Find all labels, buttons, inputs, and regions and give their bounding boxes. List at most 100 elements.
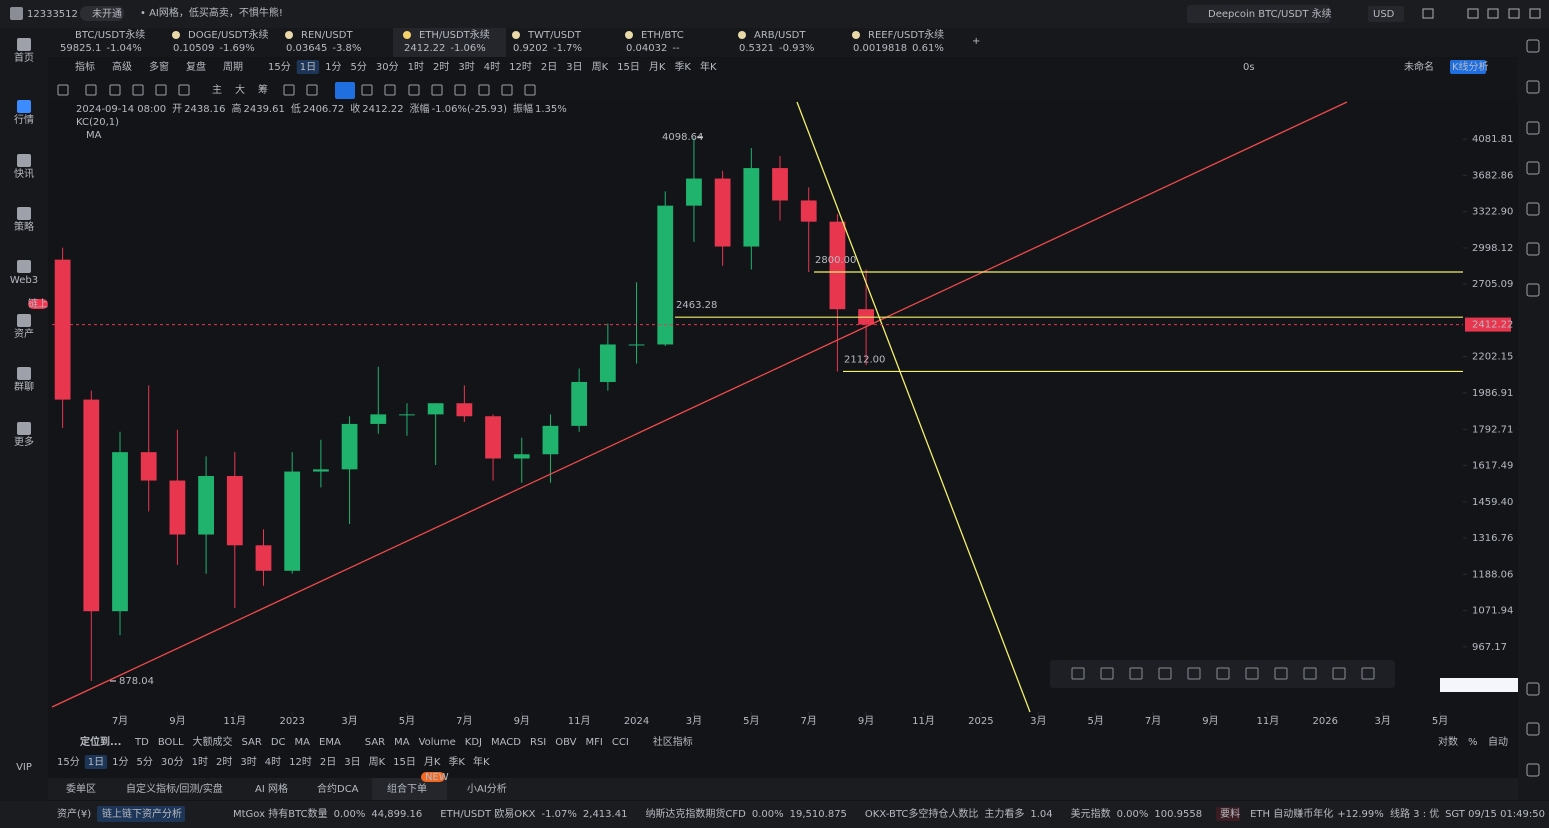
interval-button[interactable]: 月K	[649, 61, 666, 73]
search-box[interactable]	[1187, 5, 1330, 23]
interval-button[interactable]: 12时	[509, 61, 532, 73]
right-sidebar-icon[interactable]	[1526, 283, 1540, 297]
float-tool-icon[interactable]	[1303, 667, 1317, 680]
sub-indicator[interactable]: CCI	[612, 737, 629, 748]
sub-indicator[interactable]: Volume	[419, 737, 456, 748]
sidebar-icon[interactable]	[17, 154, 31, 167]
float-tool-icon[interactable]	[1187, 667, 1201, 680]
bottom-tab[interactable]: 小AI分析	[467, 782, 507, 795]
sidebar-icon[interactable]	[17, 207, 31, 220]
interval-button[interactable]: 15日	[393, 757, 416, 768]
main-indicator[interactable]: DC	[271, 737, 286, 748]
interval-button[interactable]: 1日	[88, 757, 104, 768]
tab-symbol[interactable]: BTC/USDT永续	[75, 28, 145, 41]
interval-button[interactable]: 月K	[424, 756, 441, 768]
sub-indicator[interactable]: MACD	[491, 737, 521, 748]
sub-indicator[interactable]: MA	[394, 737, 410, 748]
assets-label[interactable]: 资产(¥)	[57, 807, 91, 820]
sidebar-label[interactable]: 群聊	[14, 380, 34, 393]
interval-button[interactable]: 4时	[265, 756, 281, 768]
main-indicator[interactable]: 大额成交	[193, 735, 233, 748]
draw-icon[interactable]	[85, 84, 97, 96]
tab-symbol[interactable]: TWT/USDT	[527, 30, 582, 41]
interval-button[interactable]: 2日	[541, 62, 557, 73]
float-tool-icon[interactable]	[1274, 667, 1288, 680]
interval-button[interactable]: 15日	[617, 62, 640, 73]
draw-icon[interactable]	[109, 84, 121, 96]
draw-icon[interactable]	[478, 84, 490, 96]
bottom-tab[interactable]: 合约DCA	[317, 782, 359, 795]
tab-symbol[interactable]: DOGE/USDT永续	[188, 28, 268, 41]
float-tool-icon[interactable]	[1332, 667, 1346, 680]
tab-price[interactable]: 2412.22	[404, 43, 445, 54]
sidebar-icon[interactable]	[17, 422, 31, 435]
draw-icon[interactable]	[384, 84, 396, 96]
right-sidebar-icon[interactable]	[1526, 80, 1540, 94]
sidebar-label[interactable]: 策略	[14, 220, 34, 233]
tool-button[interactable]: 多窗	[149, 60, 169, 73]
draw-icon[interactable]	[306, 84, 318, 96]
tab-change[interactable]: -1.69%	[219, 43, 254, 54]
main-indicator[interactable]: SAR	[242, 737, 262, 748]
sidebar-icon[interactable]	[17, 314, 31, 327]
tab-change[interactable]: -0.93%	[779, 43, 814, 54]
interval-button[interactable]: 季K	[448, 756, 465, 768]
right-sidebar-icon[interactable]	[1526, 39, 1540, 53]
float-tool-icon[interactable]	[1216, 667, 1230, 680]
interval-button[interactable]: 4时	[484, 61, 500, 73]
tab-price[interactable]: 0.10509	[173, 43, 214, 54]
interval-button[interactable]: 1时	[192, 756, 208, 768]
ticker-name[interactable]: OKX-BTC多空持仓人数比	[865, 807, 978, 820]
main-indicator[interactable]: BOLL	[158, 737, 184, 748]
sub-indicator[interactable]: KDJ	[465, 737, 482, 748]
sidebar-label[interactable]: 快讯	[14, 168, 34, 180]
tab-price[interactable]: 0.9202	[513, 43, 548, 54]
ticker-name[interactable]: 纳斯达克指数期货CFD	[645, 807, 746, 820]
window-icon[interactable]	[1487, 8, 1499, 19]
float-tool-icon[interactable]	[1129, 667, 1143, 680]
right-sidebar-icon[interactable]	[1526, 763, 1540, 777]
analysis-link[interactable]: 链上链下资产分析	[102, 807, 182, 820]
interval-button[interactable]: 30分	[161, 756, 184, 768]
draw-tool[interactable]: 大	[235, 83, 245, 96]
interval-button[interactable]: 年K	[700, 60, 717, 73]
window-icon[interactable]	[1467, 8, 1479, 19]
tab-symbol[interactable]: REN/USDT	[301, 30, 353, 41]
draw-icon[interactable]	[155, 84, 167, 96]
draw-icon[interactable]	[283, 84, 295, 96]
right-sidebar-icon[interactable]	[1526, 202, 1540, 216]
interval-button[interactable]: 1分	[325, 61, 341, 73]
ticker-name[interactable]: ETH/USDT 欧易OKX	[440, 808, 535, 820]
sidebar-icon[interactable]	[17, 367, 31, 380]
sidebar-icon[interactable]	[17, 100, 31, 113]
interval-button[interactable]: 季K	[674, 61, 691, 73]
interval-button[interactable]: 年K	[473, 755, 490, 768]
vip-label[interactable]: VIP	[16, 762, 32, 773]
draw-icon[interactable]	[408, 84, 420, 96]
interval-button[interactable]: 周K	[369, 756, 386, 768]
draw-icon[interactable]	[57, 84, 69, 96]
float-tool-icon[interactable]	[1245, 667, 1259, 680]
tab-price[interactable]: 0.5321	[739, 43, 774, 54]
bottom-tab[interactable]: AI 网格	[255, 782, 288, 795]
right-sidebar-icon[interactable]	[1526, 121, 1540, 135]
k-analysis-button[interactable]	[1450, 60, 1486, 74]
scale-option[interactable]: 自动	[1488, 735, 1508, 748]
tab-symbol[interactable]: REEF/USDT永续	[868, 28, 944, 41]
ticker-name[interactable]: MtGox 持有BTC数量	[233, 807, 328, 820]
main-indicator[interactable]: EMA	[319, 737, 341, 748]
bottom-tab[interactable]: 委单区	[66, 782, 96, 795]
interval-button[interactable]: 1分	[112, 756, 128, 768]
tab-change[interactable]: 0.61%	[912, 43, 944, 54]
tab-change[interactable]: -1.04%	[106, 43, 141, 54]
bottom-tab[interactable]: 组合下单	[387, 782, 427, 795]
interval-button[interactable]: 12时	[289, 756, 312, 768]
interval-button[interactable]: 15分	[57, 756, 80, 768]
draw-tool[interactable]: 筹	[258, 83, 268, 96]
sidebar-label[interactable]: 更多	[14, 435, 34, 448]
tab-price[interactable]: 0.0019818	[853, 43, 907, 54]
tab-change[interactable]: -3.8%	[332, 43, 361, 54]
draw-icon[interactable]	[132, 84, 144, 96]
interval-button[interactable]: 2时	[433, 61, 449, 73]
tab-symbol[interactable]: ETH/BTC	[641, 30, 684, 41]
